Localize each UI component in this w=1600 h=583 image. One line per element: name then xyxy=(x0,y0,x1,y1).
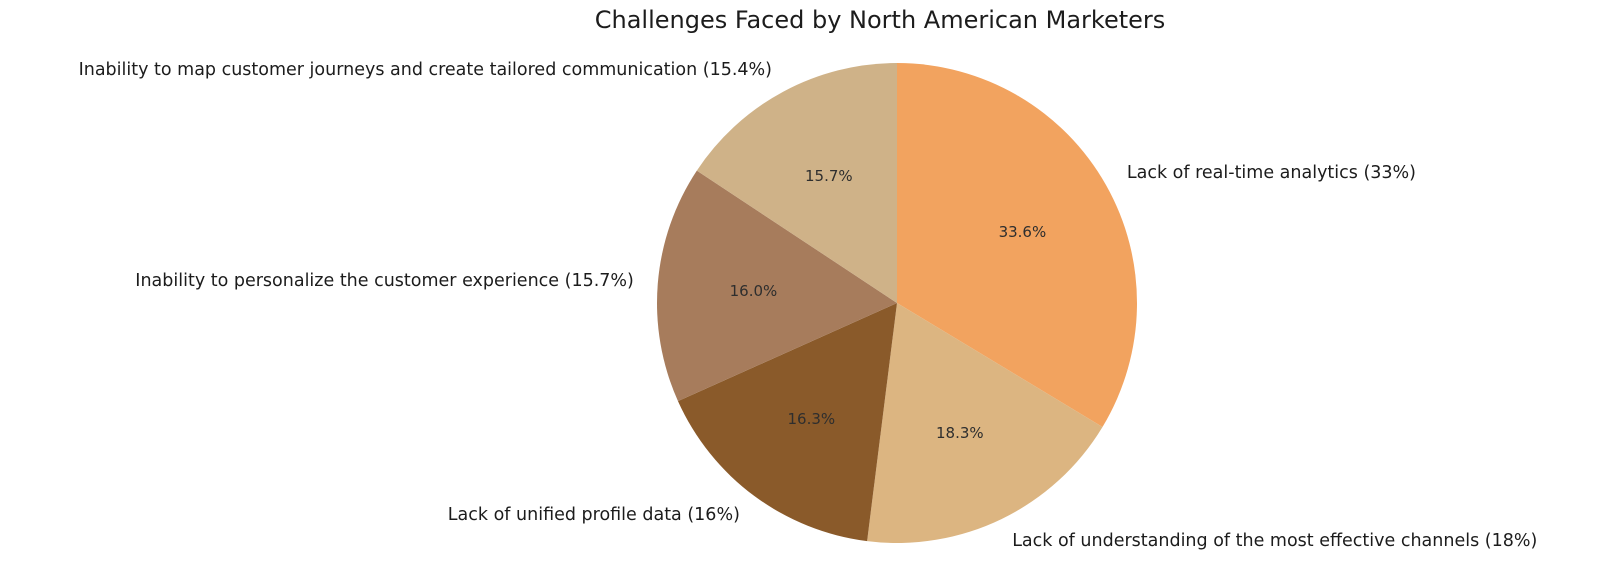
slice-pct-real-time-analytics: 33.6% xyxy=(998,223,1047,242)
chart-title: Challenges Faced by North American Marke… xyxy=(594,6,1166,34)
slice-label-effective-channels: Lack of understanding of the most effect… xyxy=(1012,530,1538,551)
slice-pct-unified-profile-data: 16.3% xyxy=(787,409,836,428)
slice-label-map-customer-journeys: Inability to map customer journeys and c… xyxy=(78,60,773,81)
pie-slice-0 xyxy=(897,63,1137,427)
pie-slice-3 xyxy=(657,170,897,402)
slice-label-unified-profile-data: Lack of unified profile data (16%) xyxy=(447,505,740,526)
pie-slice-2 xyxy=(677,303,897,542)
slice-pct-map-customer-journeys: 15.7% xyxy=(804,167,853,186)
slice-label-real-time-analytics: Lack of real-time analytics (33%) xyxy=(1126,163,1417,184)
slice-pct-effective-channels: 18.3% xyxy=(936,423,984,442)
slice-pct-personalize-experience: 16.0% xyxy=(729,282,778,301)
pie-slice-1 xyxy=(867,303,1103,543)
slice-label-personalize-experience: Inability to personalize the customer ex… xyxy=(135,271,634,292)
pie-slice-4 xyxy=(696,63,897,303)
